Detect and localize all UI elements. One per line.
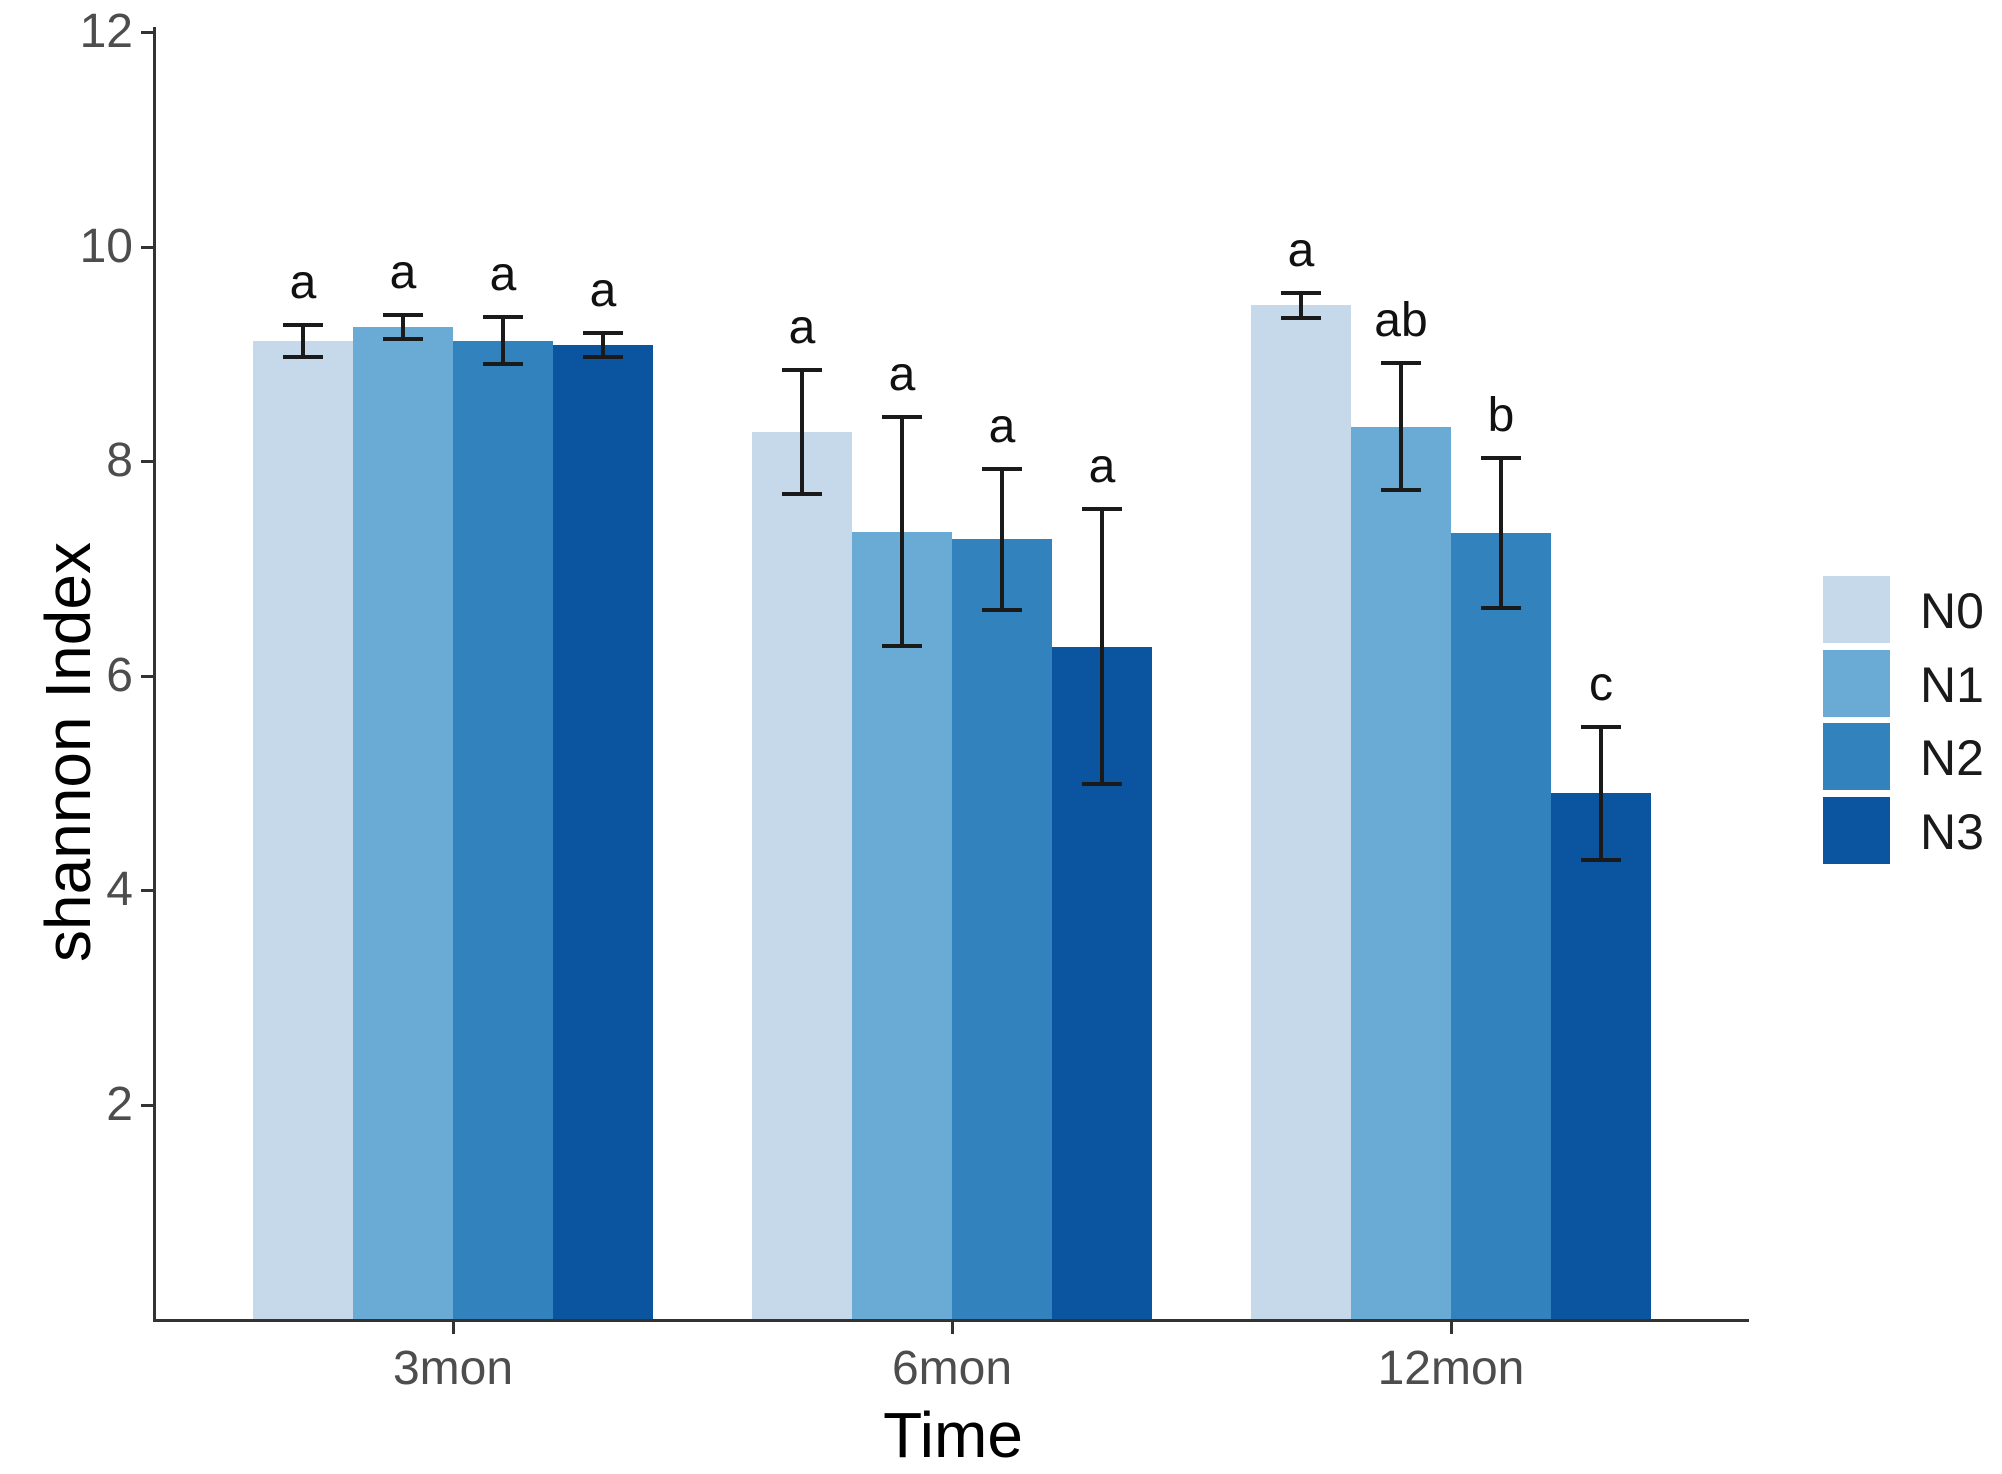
error-bar-cap-bottom-6mon-N0 [782,492,822,496]
y-tick [141,460,153,463]
error-bar-cap-bottom-3mon-N1 [383,337,423,341]
error-bar-stem-3mon-N2 [501,318,505,363]
error-bar-cap-bottom-12mon-N0 [1281,316,1321,320]
sig-letter-12mon-N0: a [1287,224,1315,277]
legend-swatch-N3 [1823,797,1890,864]
y-axis-line [153,27,156,1322]
sig-letter-3mon-N1: a [389,246,417,299]
sig-letter-12mon-N3: c [1589,658,1613,711]
bar-12mon-N1 [1351,427,1451,1319]
legend-label-N1: N1 [1920,657,1984,713]
sig-letter-3mon-N3: a [589,264,617,317]
error-bar-cap-bottom-12mon-N1 [1381,488,1421,492]
error-bar-stem-3mon-N1 [401,316,405,337]
error-bar-stem-6mon-N0 [800,371,804,493]
y-tick-label: 12 [79,5,133,58]
error-bar-cap-top-6mon-N3 [1082,507,1122,511]
y-tick [141,675,153,678]
bar-6mon-N2 [952,539,1052,1319]
sig-letter-12mon-N1: ab [1374,294,1428,347]
error-bar-stem-6mon-N2 [1000,470,1004,609]
error-bar-cap-bottom-6mon-N1 [882,644,922,648]
x-tick [452,1322,455,1334]
error-bar-cap-bottom-12mon-N3 [1581,858,1621,862]
error-bar-stem-3mon-N3 [601,334,605,355]
y-tick [141,1104,153,1107]
bar-3mon-N3 [553,345,653,1319]
sig-letter-3mon-N0: a [289,256,317,309]
error-bar-stem-6mon-N1 [900,418,904,645]
bar-3mon-N0 [253,341,353,1319]
error-bar-stem-12mon-N2 [1499,459,1503,607]
error-bar-cap-top-3mon-N0 [283,323,323,327]
x-tick-label: 3mon [392,1342,514,1395]
legend-swatch-N0 [1823,576,1890,643]
error-bar-cap-top-12mon-N2 [1481,456,1521,460]
error-bar-cap-top-6mon-N2 [982,467,1022,471]
legend-swatch-N1 [1823,650,1890,717]
error-bar-cap-top-6mon-N1 [882,415,922,419]
x-tick-label: 6mon [891,1342,1013,1395]
legend-label-N3: N3 [1920,804,1984,860]
sig-letter-6mon-N1: a [888,348,916,401]
x-axis-title: Time [883,1399,1023,1471]
x-tick [951,1322,954,1334]
error-bar-cap-bottom-3mon-N3 [583,355,623,359]
error-bar-cap-top-6mon-N0 [782,368,822,372]
bar-6mon-N1 [852,532,952,1319]
sig-letter-12mon-N2: b [1487,389,1515,442]
bar-6mon-N0 [752,432,852,1319]
error-bar-stem-12mon-N1 [1399,364,1403,488]
y-tick-label: 4 [106,863,133,916]
sig-letter-6mon-N2: a [988,400,1016,453]
error-bar-cap-top-3mon-N1 [383,313,423,317]
error-bar-cap-top-3mon-N3 [583,331,623,335]
y-tick [141,889,153,892]
error-bar-cap-top-12mon-N0 [1281,291,1321,295]
error-bar-cap-top-3mon-N2 [483,315,523,319]
error-bar-cap-bottom-6mon-N3 [1082,782,1122,786]
y-tick-label: 6 [106,649,133,702]
x-axis-line [153,1319,1749,1322]
error-bar-stem-12mon-N3 [1599,728,1603,859]
error-bar-stem-3mon-N0 [301,326,305,356]
bar-3mon-N1 [353,327,453,1319]
y-tick [141,246,153,249]
error-bar-stem-6mon-N3 [1100,510,1104,782]
bar-12mon-N3 [1551,793,1651,1319]
x-tick-label: 12mon [1377,1342,1525,1395]
bar-12mon-N0 [1251,305,1351,1319]
legend-swatch-N2 [1823,723,1890,790]
sig-letter-6mon-N3: a [1088,440,1116,493]
y-tick-label: 10 [79,220,133,273]
error-bar-cap-bottom-6mon-N2 [982,608,1022,612]
legend-label-N2: N2 [1920,730,1984,786]
x-tick [1450,1322,1453,1334]
error-bar-cap-bottom-3mon-N0 [283,355,323,359]
error-bar-cap-bottom-3mon-N2 [483,362,523,366]
error-bar-cap-bottom-12mon-N2 [1481,606,1521,610]
legend-label-N0: N0 [1920,583,1984,639]
bar-12mon-N2 [1451,533,1551,1319]
y-tick-label: 2 [106,1078,133,1131]
sig-letter-3mon-N2: a [489,248,517,301]
y-tick [141,31,153,34]
y-tick-label: 8 [106,434,133,487]
bar-3mon-N2 [453,341,553,1319]
error-bar-stem-12mon-N0 [1299,294,1303,318]
error-bar-cap-top-12mon-N1 [1381,361,1421,365]
error-bar-cap-top-12mon-N3 [1581,725,1621,729]
sig-letter-6mon-N0: a [788,301,816,354]
